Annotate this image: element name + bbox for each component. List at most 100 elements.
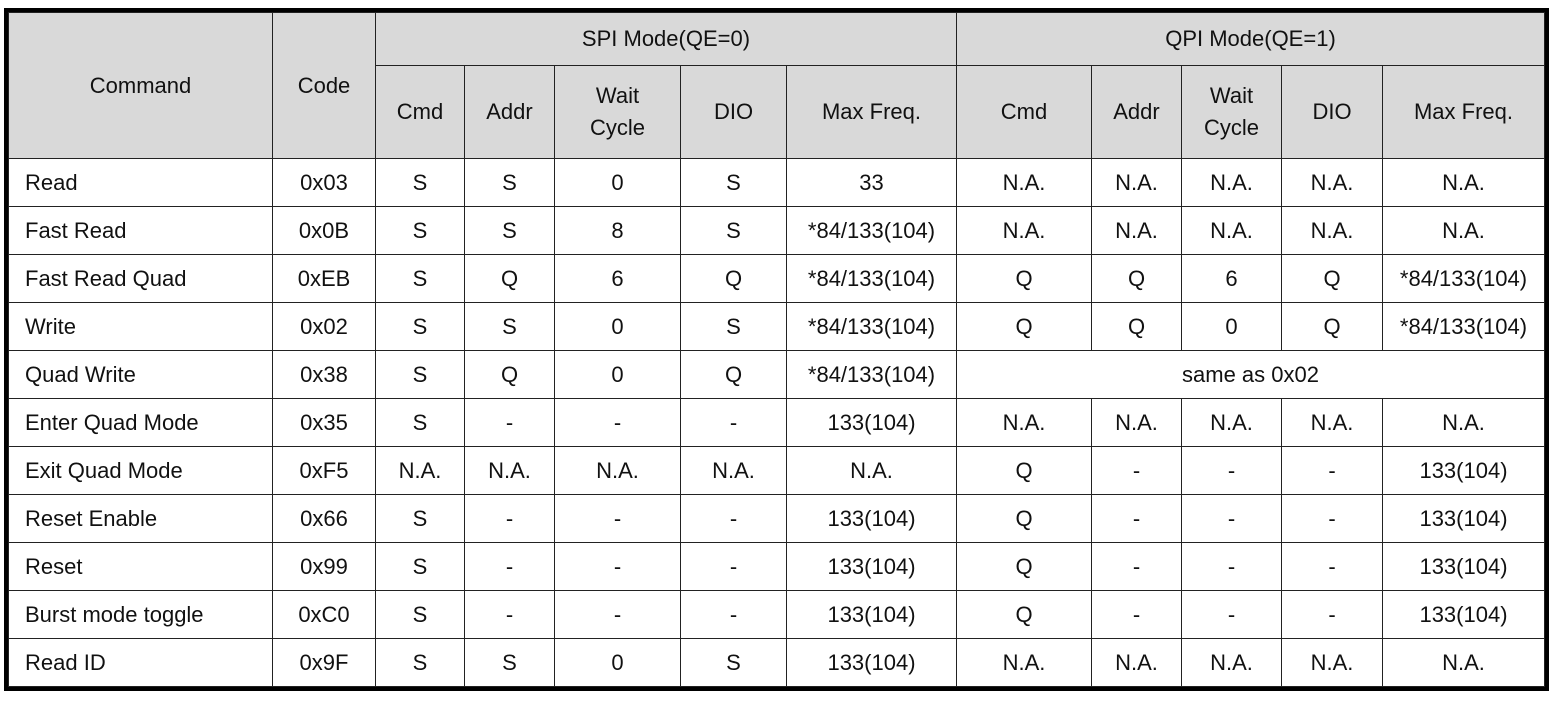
spi-cmd-cell: S [375,206,465,255]
command-cell: Write [8,302,273,351]
spi-addr-cell: Q [464,350,555,399]
qpi-dio-cell: N.A. [1281,638,1383,687]
spi-dio-cell: - [680,494,787,543]
qpi-wait-cycle-cell: N.A. [1181,206,1282,255]
spi-wait-cycle-cell: 8 [554,206,681,255]
code-cell: 0x99 [272,542,376,591]
qpi-wait-cycle-cell: N.A. [1181,638,1282,687]
qpi-addr-cell: - [1091,494,1182,543]
qpi-cmd-cell: Q [956,494,1092,543]
spi-max-freq-cell: 33 [786,158,957,207]
header-spi-max-freq: Max Freq. [786,65,957,159]
header-spi-dio: DIO [680,65,787,159]
qpi-cmd-cell: N.A. [956,398,1092,447]
qpi-wait-cycle-cell: N.A. [1181,158,1282,207]
spi-wait-cycle-cell: 0 [554,638,681,687]
spi-max-freq-cell: *84/133(104) [786,302,957,351]
spi-dio-cell: S [680,638,787,687]
qpi-addr-cell: Q [1091,302,1182,351]
code-cell: 0x66 [272,494,376,543]
qpi-max-freq-cell: 133(104) [1382,494,1545,543]
table-row: Fast Read 0x0B S S 8 S *84/133(104) N.A. N.A. N.A… [8,206,1545,255]
qpi-max-freq-cell: 133(104) [1382,542,1545,591]
qpi-dio-cell: N.A. [1281,158,1383,207]
code-cell: 0x35 [272,398,376,447]
qpi-addr-cell: - [1091,542,1182,591]
header-spi-wait-cycle: Wait Cycle [554,65,681,159]
spi-addr-cell: Q [464,254,555,303]
table-row: Fast Read Quad 0xEB S Q 6 Q *84/133(104) Q Q 6 Q *8… [8,254,1545,303]
spi-addr-cell: - [464,398,555,447]
spi-addr-cell: - [464,494,555,543]
header-qpi-max-freq: Max Freq. [1382,65,1545,159]
code-cell: 0x03 [272,158,376,207]
qpi-wait-cycle-cell: 6 [1181,254,1282,303]
header-qpi-wait-cycle: Wait Cycle [1181,65,1282,159]
header-code: Code [272,12,376,159]
qpi-dio-cell: - [1281,446,1383,495]
spi-max-freq-cell: N.A. [786,446,957,495]
header-qpi-addr: Addr [1091,65,1182,159]
qpi-dio-cell: Q [1281,254,1383,303]
spi-wait-cycle-cell: 6 [554,254,681,303]
spi-max-freq-cell: 133(104) [786,542,957,591]
command-cell: Fast Read [8,206,273,255]
command-cell: Read ID [8,638,273,687]
code-cell: 0x0B [272,206,376,255]
table-row: Write 0x02 S S 0 S *84/133(104) Q Q 0 Q *84/133(104… [8,302,1545,351]
qpi-cmd-cell: Q [956,302,1092,351]
spi-addr-cell: S [464,638,555,687]
table-row: Burst mode toggle 0xC0 S - - -133(104) Q - - -133… [8,590,1545,639]
spi-wait-cycle-cell: 0 [554,158,681,207]
qpi-addr-cell: N.A. [1091,638,1182,687]
spi-max-freq-cell: *84/133(104) [786,350,957,399]
table-row: Reset 0x99 S - - -133(104) Q - - -133(104) [8,542,1545,591]
spi-cmd-cell: S [375,638,465,687]
table-row: Exit Quad Mode 0xF5 N.A. N.A. N.A. N.A. N.A. Q -… [8,446,1545,495]
qpi-wait-cycle-cell: - [1181,590,1282,639]
command-table-frame: Command Code SPI Mode(QE=0) QPI Mode(QE=… [4,8,1549,691]
spi-max-freq-cell: *84/133(104) [786,254,957,303]
qpi-addr-cell: N.A. [1091,158,1182,207]
qpi-max-freq-cell: 133(104) [1382,446,1545,495]
qpi-dio-cell: N.A. [1281,398,1383,447]
command-cell: Read [8,158,273,207]
spi-wait-cycle-cell: N.A. [554,446,681,495]
spi-cmd-cell: S [375,302,465,351]
spi-cmd-cell: S [375,398,465,447]
spi-addr-cell: S [464,302,555,351]
qpi-dio-cell: - [1281,542,1383,591]
spi-dio-cell: Q [680,254,787,303]
spi-wait-cycle-cell: - [554,590,681,639]
qpi-max-freq-cell: *84/133(104) [1382,254,1545,303]
spi-cmd-cell: S [375,158,465,207]
header-spi-cmd: Cmd [375,65,465,159]
qpi-cmd-cell: Q [956,254,1092,303]
qpi-max-freq-cell: N.A. [1382,206,1545,255]
command-cell: Quad Write [8,350,273,399]
header-spi-mode: SPI Mode(QE=0) [375,12,957,66]
command-cell: Reset Enable [8,494,273,543]
code-cell: 0xF5 [272,446,376,495]
command-cell: Enter Quad Mode [8,398,273,447]
qpi-addr-cell: Q [1091,254,1182,303]
command-cell: Fast Read Quad [8,254,273,303]
spi-wait-cycle-cell: - [554,494,681,543]
spi-addr-cell: - [464,542,555,591]
table-row: Enter Quad Mode 0x35 S - - -133(104) N.A. N.A. N… [8,398,1545,447]
qpi-cmd-cell: Q [956,446,1092,495]
qpi-addr-cell: - [1091,446,1182,495]
command-table: Command Code SPI Mode(QE=0) QPI Mode(QE=… [8,12,1545,687]
code-cell: 0x02 [272,302,376,351]
spi-max-freq-cell: 133(104) [786,494,957,543]
code-cell: 0xEB [272,254,376,303]
spi-addr-cell: S [464,158,555,207]
header-qpi-dio: DIO [1281,65,1383,159]
spi-dio-cell: - [680,590,787,639]
qpi-addr-cell: N.A. [1091,206,1182,255]
qpi-max-freq-cell: N.A. [1382,158,1545,207]
spi-max-freq-cell: 133(104) [786,398,957,447]
spi-dio-cell: - [680,542,787,591]
qpi-merged-cell: same as 0x02 [956,350,1545,399]
qpi-dio-cell: - [1281,494,1383,543]
